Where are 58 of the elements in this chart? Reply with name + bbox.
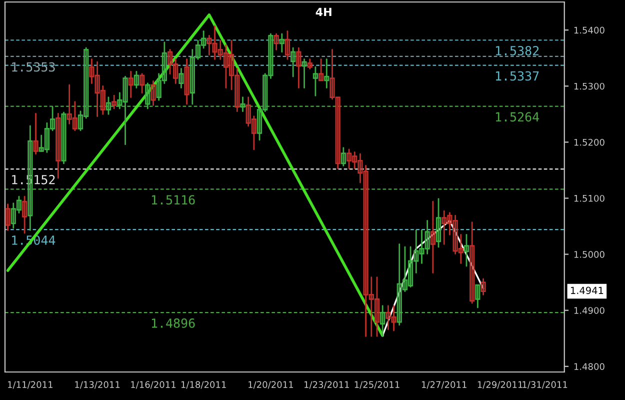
ref-line-label: 1.5382 bbox=[496, 46, 539, 56]
candlestick bbox=[470, 222, 475, 304]
candlestick bbox=[33, 112, 38, 155]
ref-line-label: 1.5264 bbox=[496, 112, 540, 122]
candlestick bbox=[296, 47, 302, 88]
candlestick bbox=[312, 66, 318, 96]
candlestick bbox=[274, 33, 279, 50]
x-tick-label: 1/29/2011 bbox=[478, 381, 522, 389]
y-tick-label: 1.4900 bbox=[574, 307, 604, 314]
candlestick bbox=[475, 284, 480, 308]
candlestick bbox=[128, 70, 134, 98]
candlestick bbox=[480, 278, 486, 296]
ref-line-label: 1.5116 bbox=[152, 195, 195, 205]
candlestick bbox=[380, 305, 386, 337]
x-tick-label: 1/23/2011 bbox=[304, 381, 349, 389]
candlestick bbox=[284, 30, 290, 60]
x-tick-label: 1/13/2011 bbox=[75, 381, 120, 389]
y-tick-label: 1.5300 bbox=[574, 82, 604, 90]
x-tick-label: 1/11/2011 bbox=[8, 381, 52, 389]
candlestick bbox=[134, 70, 139, 88]
candlestick bbox=[240, 96, 246, 112]
candlestick bbox=[302, 58, 307, 88]
candlestick bbox=[106, 96, 112, 115]
text: 1.4941 bbox=[571, 286, 604, 294]
candlestick bbox=[290, 47, 296, 78]
candlestick bbox=[22, 196, 28, 234]
y-tick-label: 1.5000 bbox=[574, 251, 604, 258]
x-tick-label: 1/31/2011 bbox=[522, 381, 568, 389]
candlestick bbox=[61, 112, 66, 164]
y-tick-label: 1.5200 bbox=[574, 138, 604, 146]
candlestick bbox=[5, 204, 10, 231]
y-tick-label: 1.5100 bbox=[574, 194, 604, 202]
x-tick-label: 1/27/2011 bbox=[422, 381, 466, 389]
ref-line-label: 1.5337 bbox=[496, 71, 539, 81]
candlestick bbox=[112, 94, 117, 110]
x-tick-label: 1/20/2011 bbox=[248, 381, 294, 389]
candlestick bbox=[318, 58, 324, 82]
chart-title: 4H bbox=[316, 8, 332, 16]
x-tick-label: 1/18/2011 bbox=[181, 381, 226, 389]
candlestick bbox=[178, 68, 184, 88]
candlestick bbox=[464, 234, 470, 267]
candlestick bbox=[324, 58, 330, 88]
candlestick bbox=[140, 73, 145, 94]
y-tick-label: 1.4800 bbox=[574, 363, 604, 370]
ref-line-label: 1.4896 bbox=[152, 318, 195, 328]
ref-line-label: 1.5353 bbox=[12, 62, 55, 72]
candlestick bbox=[340, 147, 346, 166]
y-tick-label: 1.5400 bbox=[574, 26, 604, 34]
candlestick bbox=[150, 80, 156, 106]
x-tick-label: 1/25/2011 bbox=[354, 381, 400, 389]
candlestick bbox=[145, 82, 150, 110]
candlestick bbox=[279, 33, 284, 53]
x-tick-label: 1/16/2011 bbox=[131, 381, 176, 389]
candlestick bbox=[307, 58, 312, 70]
candlestick bbox=[56, 112, 61, 179]
candlestick bbox=[184, 58, 190, 105]
candlestick bbox=[436, 198, 442, 248]
candlestick bbox=[430, 200, 436, 274]
